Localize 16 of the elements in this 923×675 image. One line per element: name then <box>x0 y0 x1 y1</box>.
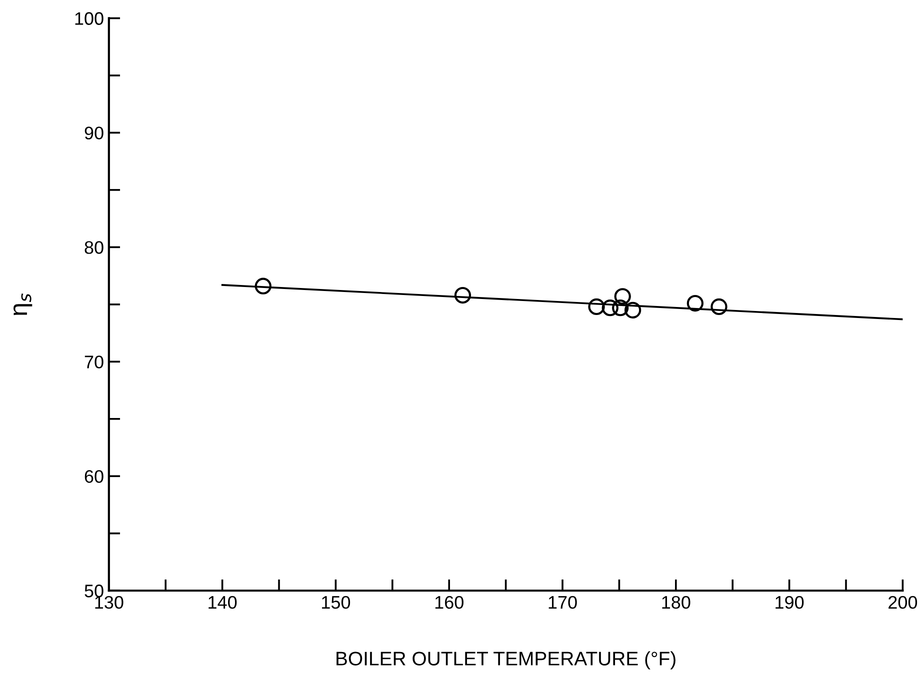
x-tick-label: 170 <box>548 596 577 609</box>
x-tick-label: 160 <box>435 596 464 609</box>
y-tick-label: 90 <box>84 126 104 140</box>
y-axis-title: η$_{s}$ <box>14 294 32 316</box>
x-tick-label: 130 <box>95 596 124 609</box>
x-tick-label: 200 <box>888 596 918 609</box>
y-tick-label: 70 <box>84 356 104 368</box>
y-tick-label: 80 <box>84 241 104 254</box>
x-tick-label: 180 <box>662 596 690 609</box>
x-axis-title: BOILER OUTLET TEMPERATURE (°F) <box>336 651 676 670</box>
x-tick-label: 150 <box>322 596 350 609</box>
y-tick-label: 60 <box>84 470 104 483</box>
y-tick-label: 100 <box>75 12 104 25</box>
x-tick-label: 140 <box>208 596 237 609</box>
y-tick-label: 50 <box>84 584 104 598</box>
x-tick-label: 190 <box>776 596 804 609</box>
